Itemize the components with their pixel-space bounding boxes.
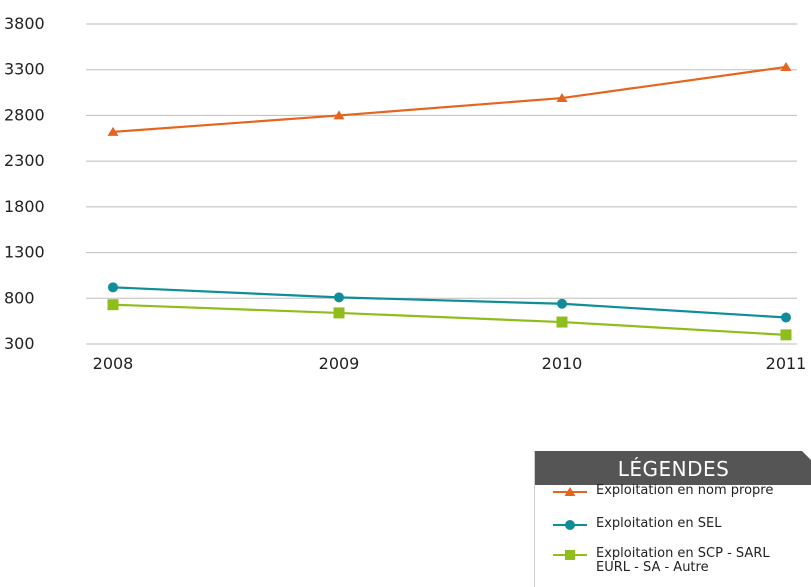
data-point-square <box>107 299 119 311</box>
data-point-circle <box>334 292 344 303</box>
y-tick-label: 3800 <box>4 14 45 33</box>
y-tick-label: 800 <box>4 288 35 307</box>
x-tick-label: 2008 <box>93 354 134 373</box>
data-point-triangle <box>556 93 568 103</box>
legend-item-sel: Exploitation en SEL <box>553 517 722 537</box>
series-line <box>112 65 787 133</box>
data-point-circle <box>108 282 118 293</box>
legend-label: Exploitation en SCP - SARL EURL - SA - A… <box>596 546 770 575</box>
series-line <box>112 286 787 319</box>
circle-marker-icon <box>553 520 587 530</box>
legend-title: LÉGENDES <box>535 451 811 485</box>
data-point-triangle <box>780 61 792 71</box>
series-line <box>112 303 787 336</box>
triangle-marker-icon <box>553 487 587 496</box>
legend-corner-notch <box>802 451 811 461</box>
legend-label: Exploitation en SEL <box>596 516 722 531</box>
legend-label: Exploitation en nom propre <box>596 483 774 498</box>
y-tick-label: 300 <box>4 334 35 353</box>
y-tick-label: 1800 <box>4 197 45 216</box>
x-tick-label: 2010 <box>542 354 583 373</box>
x-tick-label: 2009 <box>319 354 360 373</box>
legend-item-nom-propre: Exploitation en nom propre <box>553 484 773 504</box>
y-tick-label: 2300 <box>4 151 45 170</box>
y-tick-label: 3300 <box>4 60 45 79</box>
data-point-circle <box>781 312 791 323</box>
data-point-square <box>333 307 345 319</box>
legend-item-scp: Exploitation en SCP - SARL EURL - SA - A… <box>553 547 806 575</box>
line-chart: 3800 3300 2800 2300 1800 1300 800 300 2008 2009 20… <box>4 14 807 373</box>
data-point-circle <box>557 298 567 309</box>
x-tick-label: 2011 <box>766 354 807 373</box>
data-point-square <box>556 316 568 328</box>
data-point-triangle <box>107 126 119 136</box>
y-tick-label: 2800 <box>4 105 45 124</box>
y-tick-label: 1300 <box>4 243 45 262</box>
data-point-triangle <box>333 110 345 120</box>
legend-panel: LÉGENDES Exploitation en nom propre Expl… <box>534 451 811 587</box>
square-marker-icon <box>553 550 587 560</box>
data-point-square <box>780 329 792 341</box>
